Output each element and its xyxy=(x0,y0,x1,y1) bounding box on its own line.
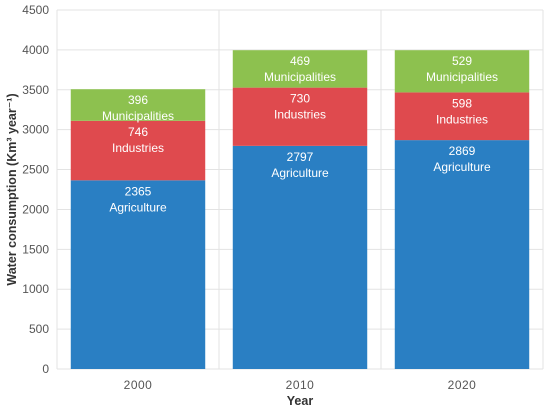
data-label-value: 598 xyxy=(452,96,472,110)
data-label-series: Agriculture xyxy=(109,200,167,214)
x-tick-label: 2010 xyxy=(286,378,315,392)
x-axis-ticks: 2000 2010 2020 xyxy=(124,378,477,392)
bar-segment-agriculture-2000 xyxy=(70,180,206,369)
data-label-series: Municipalities xyxy=(102,109,174,123)
data-label-series: Municipalities xyxy=(426,70,498,84)
data-label-series: Agriculture xyxy=(271,166,329,180)
y-axis-title: Water consumption (Km³ year⁻¹) xyxy=(5,93,19,285)
data-label-value: 2365 xyxy=(125,184,152,198)
bar-segment-agriculture-2020 xyxy=(394,140,530,369)
data-label-value: 730 xyxy=(290,92,310,106)
y-tick-label: 1500 xyxy=(22,242,49,256)
data-label-value: 2797 xyxy=(287,150,314,164)
y-tick-label: 4500 xyxy=(22,3,49,17)
y-tick-label: 2000 xyxy=(22,202,49,216)
y-tick-label: 4000 xyxy=(22,43,49,57)
bar-segment-industries-2020 xyxy=(394,92,530,141)
x-axis-title: Year xyxy=(287,394,314,408)
data-label-series: Municipalities xyxy=(264,70,336,84)
bar-segment-municipalities-2010 xyxy=(232,50,368,88)
data-label-series: Industries xyxy=(274,108,326,122)
x-tick-label: 2000 xyxy=(124,378,153,392)
y-tick-label: 3000 xyxy=(22,123,49,137)
y-tick-label: 1000 xyxy=(22,282,49,296)
y-tick-label: 500 xyxy=(29,322,49,336)
data-label-value: 2869 xyxy=(449,144,476,158)
bar-segment-industries-2000 xyxy=(70,120,206,181)
data-label-value: 529 xyxy=(452,54,472,68)
bar-segment-agriculture-2010 xyxy=(232,145,368,369)
data-label-value: 396 xyxy=(128,93,148,107)
bar-segment-industries-2010 xyxy=(232,87,368,146)
y-tick-label: 2500 xyxy=(22,163,49,177)
data-label-value: 469 xyxy=(290,54,310,68)
y-axis-ticks: 0 500 1000 1500 2000 2500 3000 3500 4000 4500 xyxy=(22,3,49,376)
y-tick-label: 3500 xyxy=(22,83,49,97)
data-label-series: Agriculture xyxy=(433,160,491,174)
data-label-series: Industries xyxy=(436,112,488,126)
bars: 2365 Agriculture 746 Industries 396 Municipal… xyxy=(70,50,530,369)
bar-segment-municipalities-2000 xyxy=(70,89,206,121)
x-tick-label: 2020 xyxy=(448,378,477,392)
bar-segment-municipalities-2020 xyxy=(394,50,530,93)
data-label-series: Industries xyxy=(112,141,164,155)
y-tick-label: 0 xyxy=(42,362,49,376)
data-label-value: 746 xyxy=(128,125,148,139)
